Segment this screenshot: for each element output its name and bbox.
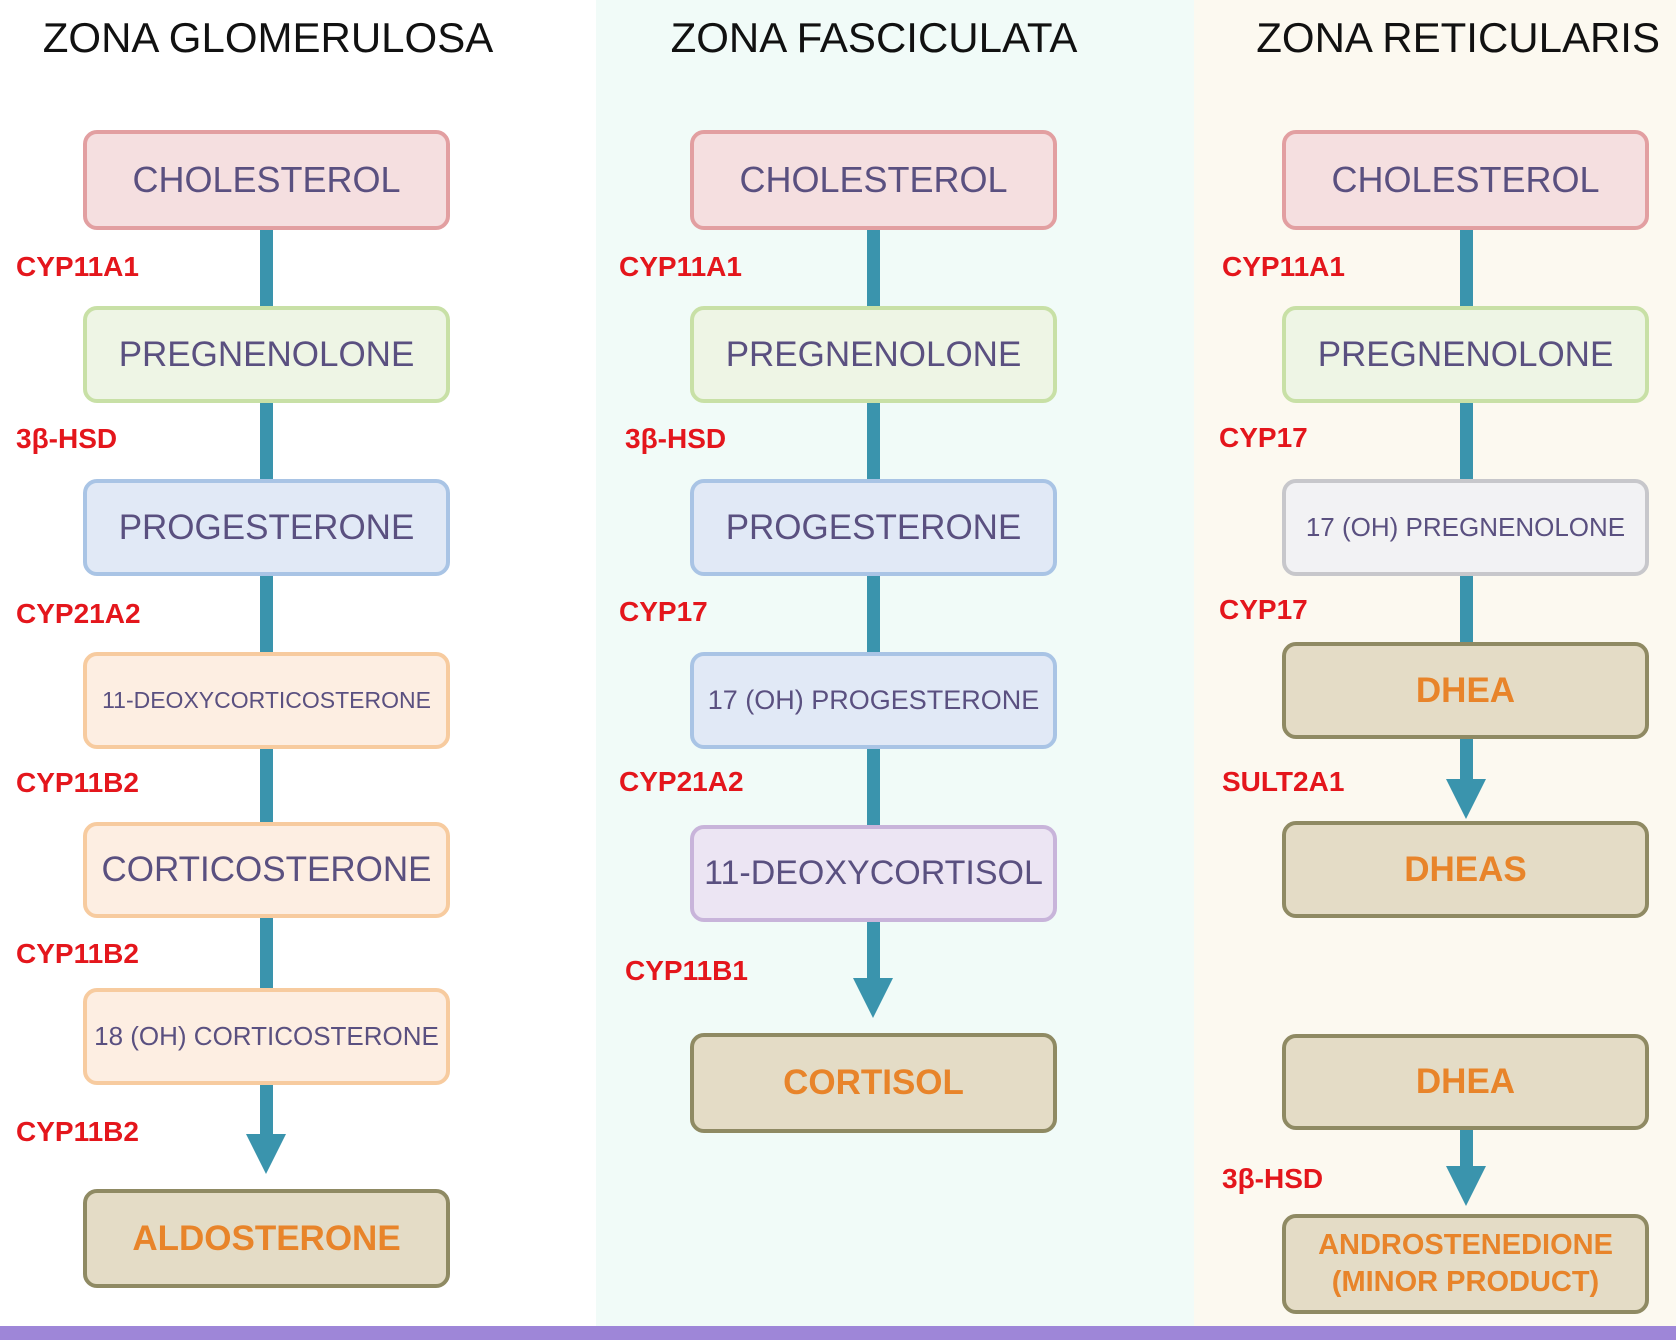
enzyme-label: CYP17 [1219,422,1308,453]
glomerulosa-18oh-corticosterone-box: 18 (OH) CORTICOSTERONE [83,988,450,1085]
reticularis-17oh-pregnenolone-box: 17 (OH) PREGNENOLONE [1282,479,1649,576]
arrow-head [246,1134,286,1174]
glomerulosa-progesterone-box: PROGESTERONE [83,479,450,576]
connector [867,230,880,306]
enzyme-label: 3β-HSD [16,423,118,454]
zona-glomerulosa-title: ZONA GLOMERULOSA [42,14,494,61]
reticularis-dhea-second-box: DHEA [1282,1034,1649,1130]
connector [867,922,880,984]
connector [260,403,273,479]
enzyme-label: CYP11B2 [16,767,139,798]
enzyme-label: CYP21A2 [619,766,744,797]
connector [260,576,273,652]
enzyme-label: 3β-HSD [625,423,727,454]
glomerulosa-aldosterone-box: ALDOSTERONE [83,1189,450,1288]
fasciculata-pregnenolone-box: PREGNENOLONE [690,306,1057,403]
glomerulosa-pregnenolone-box: PREGNENOLONE [83,306,450,403]
connector [260,918,273,988]
connector [1460,403,1473,479]
footer-bar [0,1326,1676,1340]
connector [1460,576,1473,642]
enzyme-label: CYP11A1 [1222,251,1345,282]
enzyme-label: CYP11B1 [625,955,748,986]
fasciculata-progesterone-box: PROGESTERONE [690,479,1057,576]
connector [867,749,880,825]
arrow-head [853,978,893,1018]
connector [260,230,273,306]
arrow-head [1446,1166,1486,1206]
zona-reticularis-title: ZONA RETICULARIS [1256,14,1660,61]
fasciculata-17oh-progesterone-box: 17 (OH) PROGESTERONE [690,652,1057,749]
glomerulosa-cholesterol-box: CHOLESTEROL [83,130,450,230]
enzyme-label: CYP11B2 [16,938,139,969]
enzyme-label: SULT2A1 [1222,766,1345,797]
arrow-head [1446,779,1486,819]
connector [867,576,880,652]
enzyme-label: CYP17 [1219,594,1308,625]
fasciculata-deoxycortisol-box: 11-DEOXYCORTISOL [690,825,1057,922]
reticularis-androstenedione-box: ANDROSTENEDIONE (MINOR PRODUCT) [1282,1214,1649,1314]
glomerulosa-corticosterone-box: CORTICOSTERONE [83,822,450,918]
connector [260,749,273,822]
enzyme-label: CYP21A2 [16,598,141,629]
reticularis-cholesterol-box: CHOLESTEROL [1282,130,1649,230]
enzyme-label: CYP11B2 [16,1116,139,1147]
fasciculata-cholesterol-box: CHOLESTEROL [690,130,1057,230]
enzyme-label: CYP11A1 [619,251,742,282]
zona-fasciculata-title: ZONA FASCICULATA [670,14,1078,61]
enzyme-label: 3β-HSD [1222,1163,1324,1194]
connector [1460,230,1473,306]
fasciculata-cortisol-box: CORTISOL [690,1033,1057,1133]
reticularis-dheas-box: DHEAS [1282,821,1649,918]
reticularis-dhea-box: DHEA [1282,642,1649,739]
glomerulosa-deoxycorticosterone-box: 11-DEOXYCORTICOSTERONE [83,652,450,749]
reticularis-pregnenolone-box: PREGNENOLONE [1282,306,1649,403]
connector [1460,739,1473,781]
enzyme-label: CYP11A1 [16,251,139,282]
connector [260,1085,273,1137]
enzyme-label: CYP17 [619,596,708,627]
connector [867,403,880,479]
